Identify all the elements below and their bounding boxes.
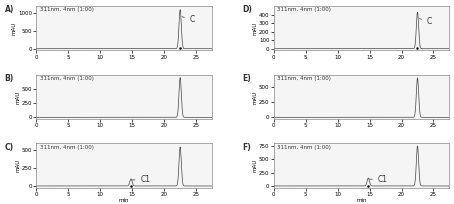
Text: C): C) bbox=[5, 143, 14, 152]
Text: C: C bbox=[182, 15, 195, 24]
X-axis label: min: min bbox=[356, 198, 367, 203]
Y-axis label: mAU: mAU bbox=[15, 90, 20, 103]
Text: C1: C1 bbox=[132, 175, 151, 184]
Text: 311nm, 4nm (1:00): 311nm, 4nm (1:00) bbox=[277, 145, 331, 150]
Text: F): F) bbox=[242, 143, 251, 152]
Text: D): D) bbox=[242, 5, 252, 14]
Text: 311nm, 4nm (1:00): 311nm, 4nm (1:00) bbox=[40, 145, 94, 150]
Y-axis label: mAU: mAU bbox=[252, 22, 257, 35]
Text: E): E) bbox=[242, 74, 251, 83]
Text: 311nm, 4nm (1:00): 311nm, 4nm (1:00) bbox=[40, 76, 94, 81]
Text: B): B) bbox=[5, 74, 14, 83]
X-axis label: min: min bbox=[119, 198, 129, 203]
Text: A): A) bbox=[5, 5, 14, 14]
Y-axis label: mAU: mAU bbox=[252, 90, 257, 103]
Y-axis label: mAU: mAU bbox=[15, 159, 20, 172]
Y-axis label: mAU: mAU bbox=[12, 22, 17, 35]
Y-axis label: mAU: mAU bbox=[252, 159, 257, 172]
Text: C1: C1 bbox=[370, 175, 388, 184]
Text: 311nm, 4nm (1:00): 311nm, 4nm (1:00) bbox=[40, 8, 94, 12]
Text: 311nm, 4nm (1:00): 311nm, 4nm (1:00) bbox=[277, 76, 331, 81]
Text: C: C bbox=[419, 17, 432, 26]
Text: 311nm, 4nm (1:00): 311nm, 4nm (1:00) bbox=[277, 8, 331, 12]
